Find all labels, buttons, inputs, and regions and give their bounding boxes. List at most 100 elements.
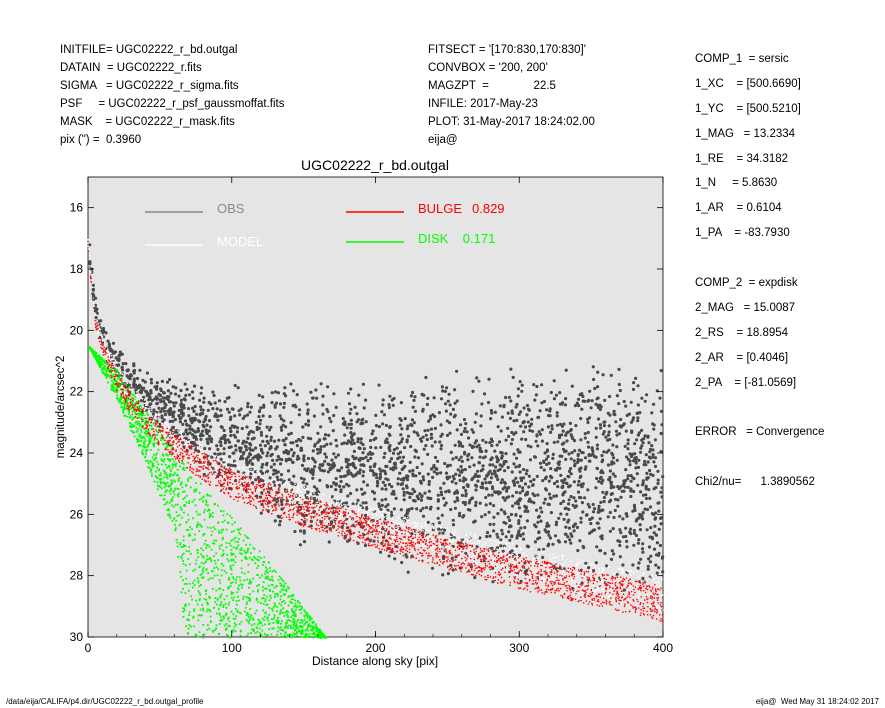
obs-point — [622, 489, 626, 493]
disk-point — [182, 607, 185, 610]
obs-point — [586, 488, 590, 492]
obs-point — [496, 511, 500, 516]
model-point — [168, 427, 171, 429]
obs-point — [312, 485, 316, 489]
model-point — [452, 553, 455, 555]
obs-point — [471, 430, 475, 434]
fit-parameter-line: 1_MAG = 13.2334 — [695, 127, 796, 140]
disk-point — [266, 568, 269, 571]
obs-point — [423, 429, 427, 433]
disk-point — [288, 595, 290, 598]
disk-point — [116, 397, 119, 400]
model-point — [424, 545, 426, 547]
obs-point — [456, 468, 460, 472]
disk-point — [157, 463, 160, 466]
disk-point — [290, 616, 292, 618]
obs-point — [581, 482, 585, 486]
obs-point — [653, 438, 658, 442]
obs-point — [403, 417, 407, 421]
disk-point — [143, 443, 146, 446]
obs-point — [658, 543, 663, 548]
model-point — [440, 527, 443, 529]
model-point — [494, 540, 497, 543]
obs-point — [516, 394, 520, 398]
obs-point — [409, 444, 413, 449]
obs-point — [261, 414, 265, 418]
obs-point — [236, 386, 240, 390]
obs-point — [468, 443, 472, 447]
obs-point — [654, 563, 658, 567]
obs-point — [433, 426, 437, 430]
obs-point — [535, 508, 539, 512]
obs-point — [258, 443, 263, 447]
obs-point — [150, 398, 154, 402]
disk-point — [244, 556, 247, 558]
obs-point — [353, 405, 357, 409]
disk-point — [178, 514, 181, 517]
model-point — [95, 313, 97, 316]
disk-point — [220, 510, 222, 512]
obs-point — [501, 496, 505, 500]
obs-point — [532, 478, 536, 482]
obs-point — [230, 424, 234, 428]
obs-point — [295, 444, 299, 448]
obs-point — [365, 506, 369, 510]
obs-point — [522, 467, 526, 472]
disk-point — [193, 498, 196, 501]
obs-point — [468, 465, 472, 469]
obs-point — [472, 463, 476, 467]
model-point — [172, 431, 174, 434]
obs-point — [567, 526, 572, 530]
obs-point — [501, 549, 505, 553]
obs-point — [260, 502, 264, 506]
disk-point — [309, 617, 311, 620]
obs-point — [418, 437, 423, 441]
obs-point — [323, 452, 327, 456]
disk-point — [275, 619, 278, 621]
obs-point — [460, 537, 464, 542]
obs-point — [502, 460, 506, 464]
disk-point — [229, 564, 232, 567]
obs-point — [428, 496, 432, 501]
disk-point — [269, 590, 271, 592]
disk-point — [296, 620, 298, 623]
disk-point — [300, 633, 303, 635]
model-point — [542, 577, 544, 579]
obs-point — [272, 472, 276, 476]
obs-point — [623, 444, 627, 448]
obs-point — [542, 501, 546, 505]
model-point — [212, 454, 214, 457]
obs-point — [466, 483, 470, 487]
obs-point — [587, 452, 591, 457]
disk-point — [247, 596, 250, 599]
obs-point — [318, 450, 322, 454]
model-point — [207, 453, 209, 456]
obs-point — [635, 438, 639, 442]
obs-point — [449, 450, 453, 454]
disk-point — [188, 500, 191, 503]
disk-point — [266, 577, 268, 580]
obs-point — [575, 525, 580, 530]
obs-point — [394, 466, 398, 470]
disk-point — [306, 635, 309, 638]
obs-point — [429, 467, 434, 471]
obs-point — [606, 438, 610, 442]
disk-point — [296, 635, 298, 637]
obs-point — [495, 443, 499, 447]
obs-point — [502, 405, 506, 409]
header-mid-line: MAGZPT = 22.5 — [428, 80, 556, 92]
model-point — [323, 493, 325, 496]
obs-point — [485, 534, 489, 539]
obs-point — [484, 495, 488, 500]
obs-point — [617, 402, 621, 406]
obs-point — [400, 560, 404, 565]
disk-point — [203, 598, 206, 600]
obs-point — [496, 458, 500, 462]
model-point — [132, 388, 135, 391]
disk-point — [289, 627, 292, 629]
obs-point — [327, 540, 331, 544]
disk-point — [236, 547, 239, 549]
obs-point — [629, 489, 633, 493]
obs-point — [531, 483, 535, 487]
obs-point — [294, 439, 298, 443]
